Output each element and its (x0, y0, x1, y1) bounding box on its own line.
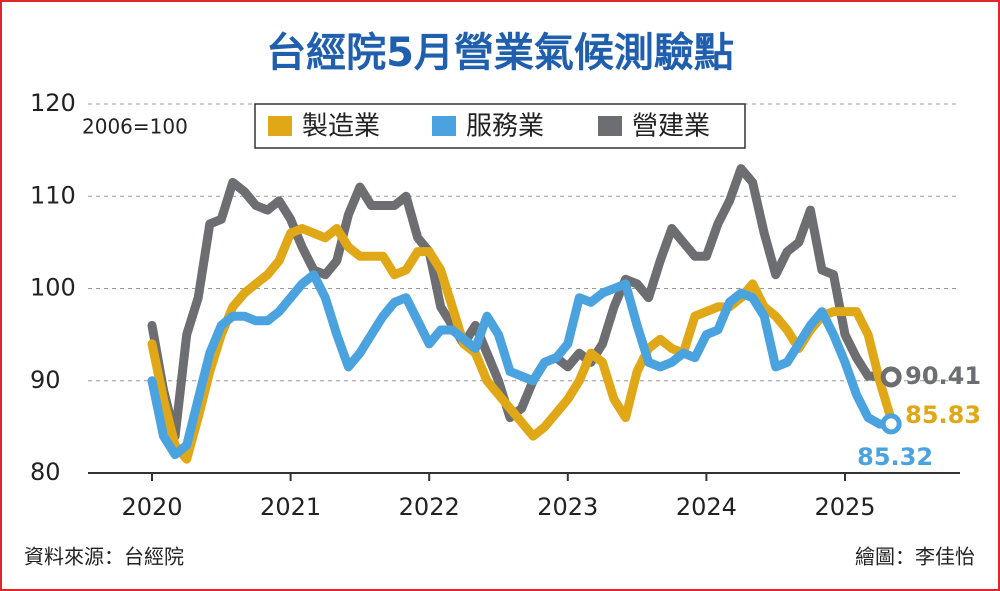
series-line (147, 270, 896, 460)
annotation: 2006=100 (82, 115, 188, 139)
series-line (147, 164, 896, 441)
x-tick-label: 2020 (121, 493, 182, 521)
end-marker (880, 366, 902, 388)
legend-label: 營建業 (632, 112, 710, 142)
value-label: 85.32 (857, 443, 933, 471)
legend-label: 製造業 (302, 112, 380, 142)
x-tick-label: 2024 (676, 493, 737, 521)
y-tick-label: 80 (30, 458, 61, 486)
y-tick-label: 110 (30, 181, 76, 209)
legend-box (254, 103, 746, 149)
source: 資料來源：台經院 (24, 545, 184, 569)
legend-swatch (598, 116, 622, 136)
y-tick-label: 120 (30, 89, 76, 117)
x-tick-label: 2025 (814, 493, 875, 521)
value-label: 85.83 (905, 401, 981, 429)
chart-title: 台經院5月營業氣候測驗點 (266, 30, 734, 76)
series-line (147, 224, 896, 464)
credit: 繪圖：李佳怡 (855, 545, 975, 569)
y-tick-label: 90 (30, 366, 61, 394)
x-tick-label: 2023 (537, 493, 598, 521)
end-marker (880, 413, 902, 435)
legend-label: 服務業 (466, 112, 544, 142)
legend-swatch (432, 116, 456, 136)
y-tick-label: 100 (30, 274, 76, 302)
value-label: 90.41 (905, 362, 981, 390)
legend-swatch (268, 116, 292, 136)
x-tick-label: 2022 (399, 493, 460, 521)
x-tick-label: 2021 (260, 493, 321, 521)
